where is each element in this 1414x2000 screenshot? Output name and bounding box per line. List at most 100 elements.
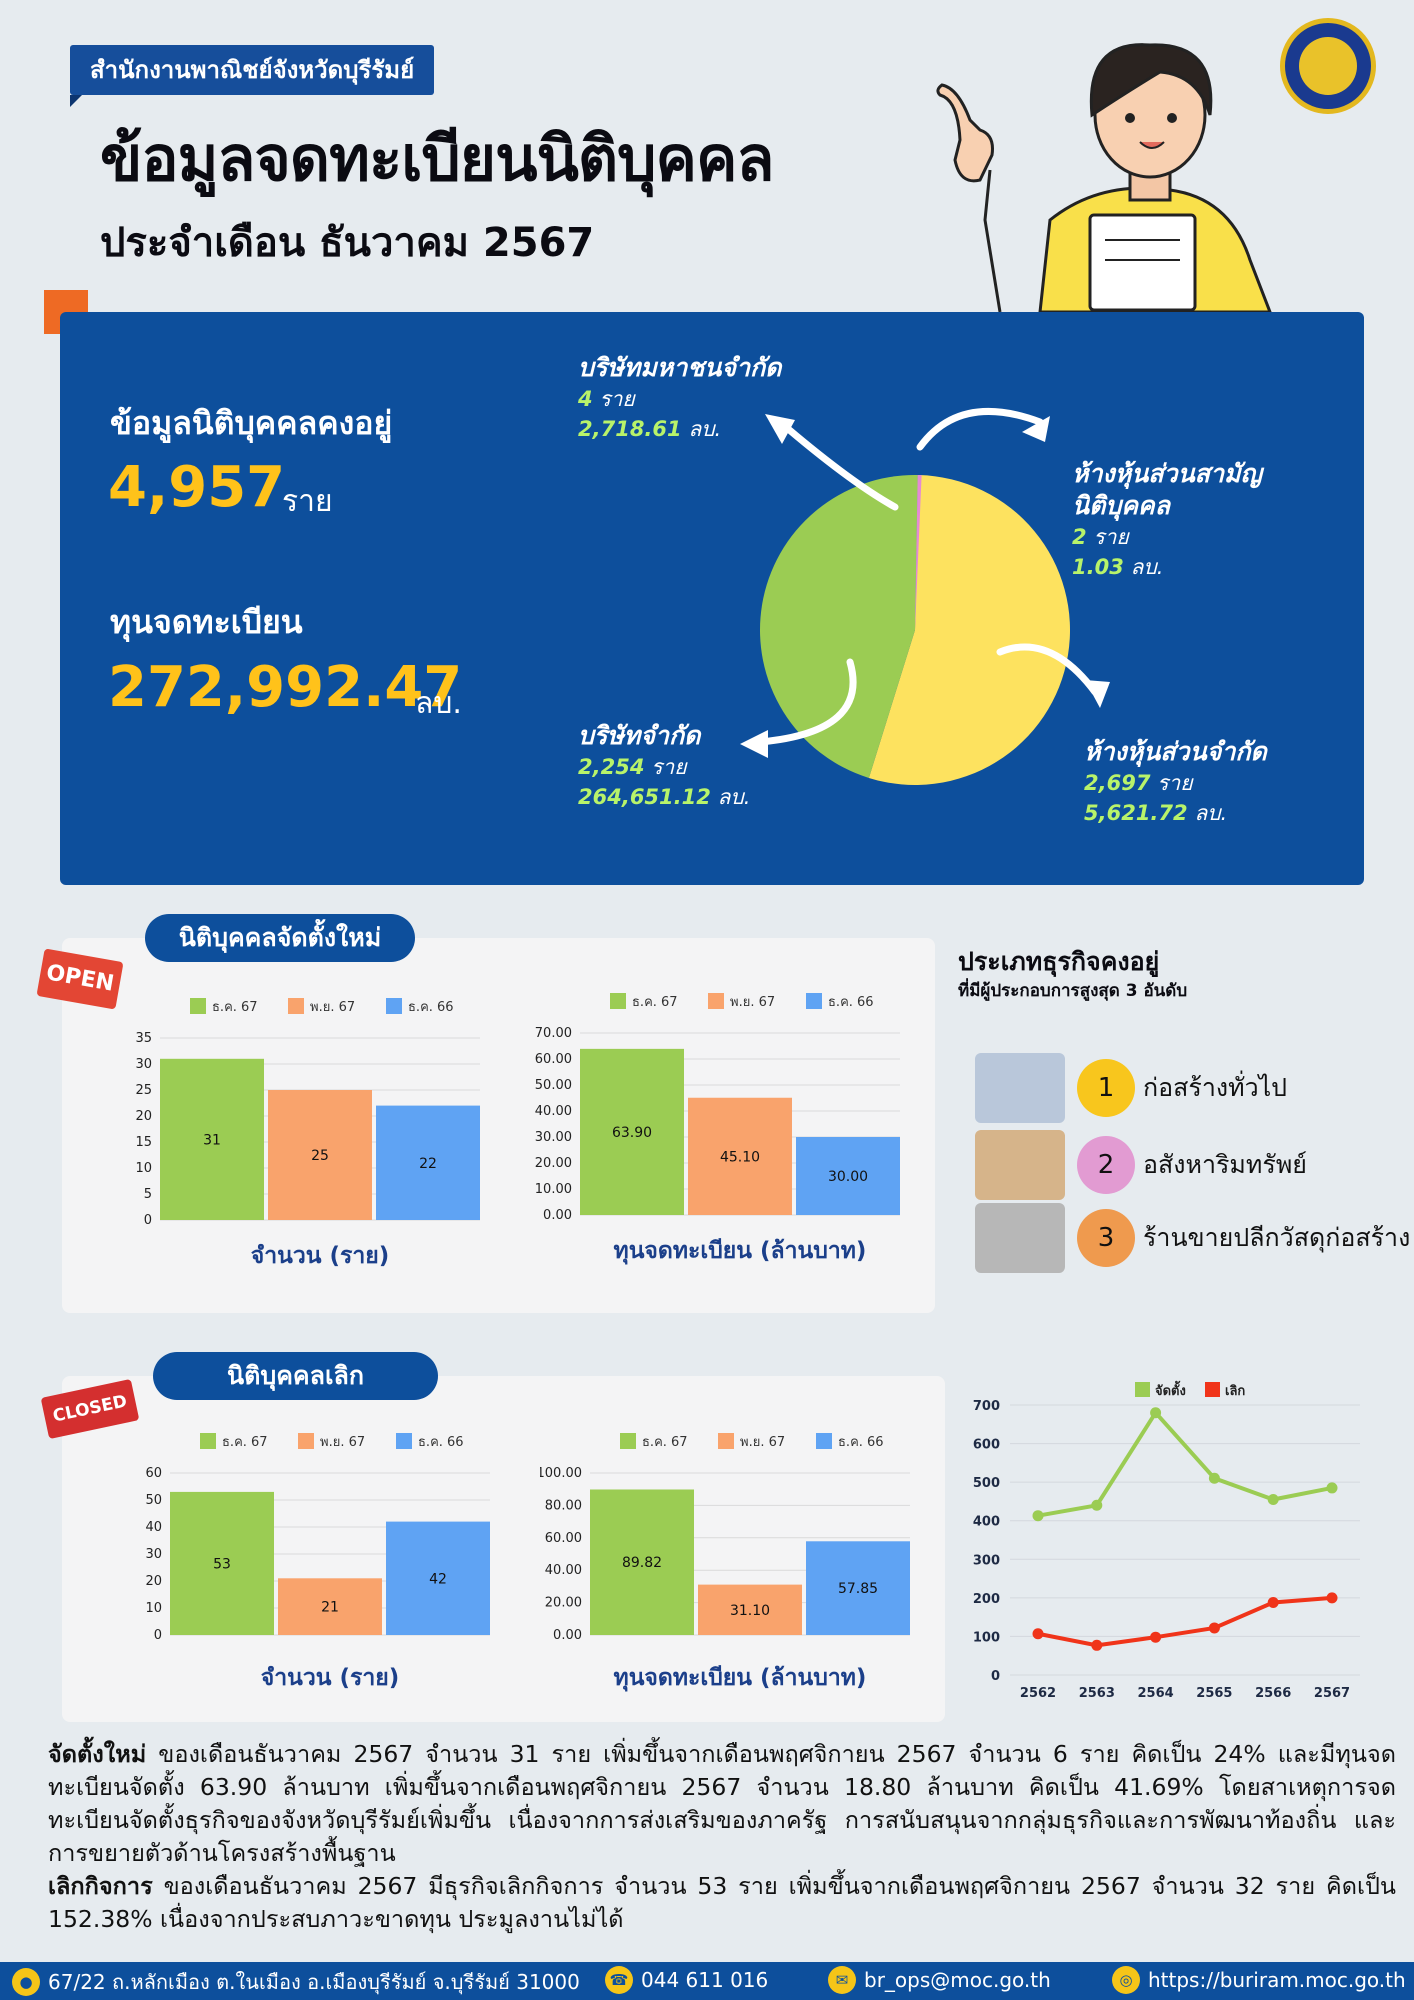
legend-label: ธ.ค. 67 [632,995,678,1010]
existing-unit: ราย [282,484,333,519]
new-count-bar-chart: ธ.ค. 67 พ.ย. 67 ธ.ค. 66 0 5 10 15 20 25 30 35 31 25 2… [135,998,480,1228]
rank-label: ก่อสร้างทั่วไป [1143,1073,1288,1102]
pie-label-limited-partnership: ห้างหุ้นส่วนจำกัด 2,697 ราย 5,621.72 ลบ. [1084,737,1267,825]
closed-count-chart-title: จำนวน (ราย) [260,1665,400,1691]
y-tick-label: 10 [145,1601,162,1616]
closed-capital-chart-title: ทุนจดทะเบียน (ล้านบาท) [613,1665,867,1691]
capital-unit: ลบ. [415,686,462,721]
bar-2 [806,1541,910,1635]
capital-value: 272,992.47 [108,655,463,720]
footer-phone[interactable]: ☎ 044 611 016 [605,1966,768,1994]
y-tick-label: 0 [144,1213,152,1228]
y-tick-label: 60 [145,1466,162,1481]
legend-swatch [806,993,822,1009]
y-tick-label: 20 [135,1109,152,1124]
pie-label-ordinary-partnership: ห้างหุ้นส่วนสามัญ นิติบุคคล 2 ราย 1.03 ล… [1072,459,1262,579]
pie-label-public-co: บริษัทมหาชนจำกัด 4 ราย 2,718.61 ลบ. [578,353,782,441]
y-tick-label: 20.00 [545,1596,582,1611]
new-count-chart-title: จำนวน (ราย) [250,1243,390,1269]
phone-icon: ☎ [605,1966,633,1994]
bar-value-label: 21 [321,1600,339,1616]
org-name-tag: สำนักงานพาณิชย์จังหวัดบุรีรัมย์ [70,45,435,107]
page-subtitle: ประจำเดือน ธันวาคม 2567 [100,220,595,266]
bar-value-label: 57.85 [838,1581,878,1597]
footer-website[interactable]: ◎ https://buriram.moc.go.th [1112,1966,1406,1994]
x-tick-label: 2564 [1138,1686,1174,1701]
data-point [1032,1628,1044,1640]
data-point [1150,1631,1162,1643]
y-tick-label: 30 [135,1057,152,1072]
bar-2 [386,1521,490,1635]
footer-bar: ● 67/22 ถ.หลักเมือง ต.ในเมือง อ.เมืองบุรี… [0,1962,1414,2000]
y-tick-label: 25 [135,1083,152,1098]
top-business-subtitle: ที่มีผู้ประกอบการสูงสุด 3 อันดับ [958,981,1188,1001]
legend-label: จัดตั้ง [1155,1380,1186,1399]
y-tick-label: 50.00 [535,1078,572,1093]
legend-label: เลิก [1225,1384,1245,1399]
existing-value: 4,957 [108,455,286,520]
email-icon: ✉ [828,1966,856,1994]
data-point [1326,1482,1338,1494]
legend-swatch [200,1433,216,1449]
legend-swatch [620,1433,636,1449]
bar-0 [160,1058,264,1220]
data-point [1091,1639,1103,1651]
trend-line-chart: จัดตั้ง เลิก 0 100 200 300 400 500 600 700 2562 256… [973,1380,1360,1701]
bar-value-label: 31 [203,1132,221,1148]
bar-value-label: 22 [419,1156,437,1172]
bar-value-label: 25 [311,1148,329,1164]
series-line-1 [1037,1595,1333,1648]
legend-swatch [396,1433,412,1449]
y-tick-label: 10 [135,1161,152,1176]
x-tick-label: 2562 [1020,1686,1056,1701]
x-tick-label: 2566 [1255,1686,1291,1701]
y-tick-label: 700 [973,1399,1000,1414]
data-point [1267,1494,1279,1505]
rank-item-3: 3 ร้านขายปลีกวัสดุก่อสร้าง [975,1203,1410,1273]
legend-swatch [298,1433,314,1449]
pie-slice-1 [868,475,1070,785]
bar-value-label: 30.00 [828,1169,868,1185]
new-capital-bar-chart: ธ.ค. 67 พ.ย. 67 ธ.ค. 66 0.00 10.00 20.00 30.00… [535,993,900,1223]
rank-label: อสังหาริมทรัพย์ [1143,1150,1307,1179]
new-registration-title: นิติบุคคลจัดตั้งใหม่ [145,914,415,962]
y-tick-label: 10.00 [535,1182,572,1197]
y-tick-label: 40.00 [545,1563,582,1578]
y-tick-label: 30.00 [535,1130,572,1145]
closed-capital-bar-chart: ธ.ค. 67 พ.ย. 67 ธ.ค. 66 0.00 20.00 40.00 60.00… [540,1433,910,1643]
top-business-title: ประเภทธุรกิจคงอยู่ [958,947,1160,976]
bar-value-label: 45.10 [720,1149,760,1165]
data-point [1208,1472,1220,1484]
y-tick-label: 60.00 [535,1052,572,1067]
y-tick-label: 200 [973,1592,1000,1607]
data-point [1091,1499,1103,1511]
summary-panel [60,312,1364,885]
summary-paragraph: จัดตั้งใหม่ ของเดือนธันวาคม 2567 จำนวน 3… [48,1740,1396,1933]
arrow-public-co [776,418,899,511]
legend-label: พ.ย. 67 [740,1435,785,1450]
y-tick-label: 40.00 [535,1104,572,1119]
y-tick-label: 100.00 [540,1466,582,1481]
bar-1 [688,1097,792,1215]
y-tick-label: 300 [973,1553,1000,1568]
y-tick-label: 500 [973,1476,1000,1491]
y-tick-label: 80.00 [545,1498,582,1513]
footer-email[interactable]: ✉ br_ops@moc.go.th [828,1966,1051,1994]
existing-label: ข้อมูลนิติบุคคลคงอยู่ [110,404,393,442]
bar-0 [580,1048,684,1215]
closed-business-title: นิติบุคคลเลิก [153,1352,438,1400]
bar-value-label: 53 [213,1556,231,1572]
legend-swatch [610,993,626,1009]
legend-label: ธ.ค. 66 [418,1435,464,1450]
legend-swatch [708,993,724,1009]
pie-slice-2 [759,474,918,778]
x-tick-label: 2565 [1196,1686,1232,1701]
legend-label: ธ.ค. 67 [642,1435,688,1450]
y-tick-label: 60.00 [545,1531,582,1546]
legend-label: ธ.ค. 66 [828,995,874,1010]
data-point [1150,1407,1162,1419]
page-title: ข้อมูลจดทะเบียนนิติบุคคล [100,122,774,195]
bar-value-label: 89.82 [622,1555,662,1571]
arrow-ordinary-partnership [916,407,1044,451]
y-tick-label: 70.00 [535,1026,572,1041]
